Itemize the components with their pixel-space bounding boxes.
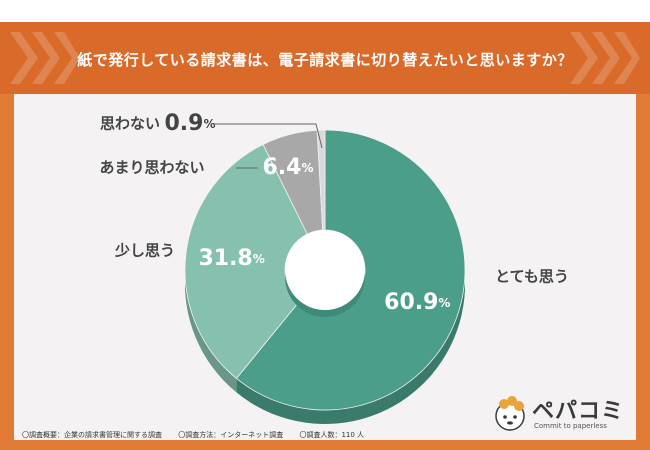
title-band: 紙で発行している請求書は、電子請求書に切り替えたいと思いますか？ bbox=[0, 22, 650, 94]
chevron-decoration-icon bbox=[570, 32, 640, 84]
slice-category-label-0: とても思う bbox=[495, 268, 569, 286]
slice-category-label-3: 思わない bbox=[100, 115, 160, 133]
slice-value-label-3: 0.9% bbox=[164, 111, 215, 136]
slice-value-number-3: 0.9 bbox=[164, 111, 203, 136]
logo-tagline: Commit to paperless bbox=[534, 422, 607, 430]
slice-value-number-0: 60.9 bbox=[384, 290, 438, 315]
chevron-decoration-icon bbox=[10, 32, 80, 84]
slice-value-unit-0: % bbox=[438, 295, 450, 309]
top-strip bbox=[0, 0, 650, 22]
slice-value-unit-3: % bbox=[203, 117, 215, 131]
slice-value-number-1: 31.8 bbox=[198, 246, 252, 271]
chart-title: 紙で発行している請求書は、電子請求書に切り替えたいと思いますか？ bbox=[77, 51, 573, 69]
footnote-respondents: 〇調査人数：110 人 bbox=[299, 431, 365, 439]
slice-category-label-1: 少し思う bbox=[114, 242, 175, 260]
slice-value-number-2: 6.4 bbox=[262, 155, 301, 180]
leader-line-0 bbox=[214, 123, 323, 149]
logo-name: ペパコミ bbox=[532, 399, 625, 424]
donut-hole bbox=[285, 230, 365, 310]
slice-value-unit-2: % bbox=[301, 161, 313, 175]
slice-value-label-1: 31.8% bbox=[198, 246, 264, 271]
footnote-overview: 〇調査概要：企業の請求書管理に関する調査 bbox=[22, 431, 162, 439]
slice-value-unit-1: % bbox=[253, 252, 265, 266]
mascot-icon bbox=[495, 396, 525, 431]
survey-footnote: 〇調査概要：企業の請求書管理に関する調査 〇調査方法：インターネット調査 〇調査… bbox=[22, 430, 378, 440]
footnote-method: 〇調査方法：インターネット調査 bbox=[178, 431, 284, 439]
slice-category-label-2: あまり思わない bbox=[99, 159, 204, 177]
slice-value-label-2: 6.4% bbox=[262, 155, 313, 180]
slice-value-label-0: 60.9% bbox=[384, 290, 450, 315]
brand-logo: ペパコミ Commit to paperless bbox=[488, 392, 628, 436]
